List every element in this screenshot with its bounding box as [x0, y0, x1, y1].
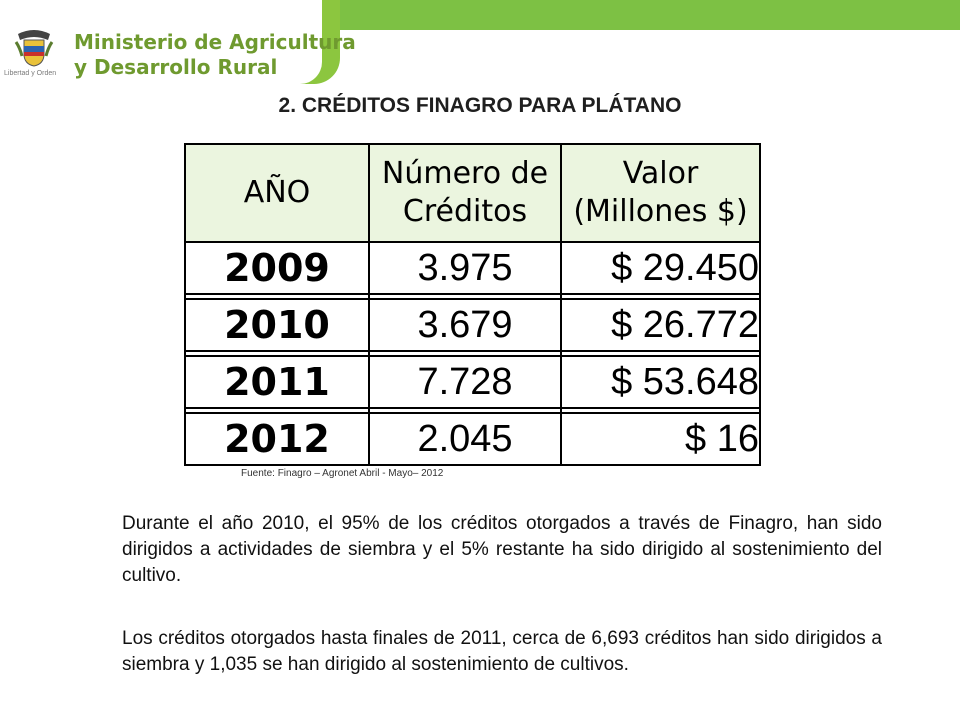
row-credits: 7.728 [368, 355, 562, 409]
source-note: Fuente: Finagro – Agronet Abril - Mayo– … [241, 468, 444, 479]
row-gap [184, 408, 761, 413]
row-year: 2012 [184, 412, 370, 466]
paragraph-2: Los créditos otorgados hasta finales de … [122, 628, 882, 675]
table-row: 2009 3.975 $ 29.450 [184, 241, 761, 295]
row-year: 2010 [184, 298, 370, 352]
header-credits: Número de Créditos [368, 143, 562, 243]
header-credits-line-1: Número de [381, 156, 549, 191]
ministry-line-2: y Desarrollo Rural [74, 55, 278, 79]
row-credits: 2.045 [368, 412, 562, 466]
logo-caption: Libertad y Orden [4, 70, 57, 77]
table-header-row: AÑO Número de Créditos Valor (Millones $… [184, 143, 761, 243]
row-year: 2011 [184, 355, 370, 409]
header-year: AÑO [184, 143, 370, 243]
credits-table: AÑO Número de Créditos Valor (Millones $… [184, 143, 761, 466]
row-gap [184, 351, 761, 356]
row-value: $ 16 [560, 412, 761, 466]
header-credits-line-2: Créditos [402, 194, 528, 229]
header-value-line-1: Valor [622, 156, 699, 191]
row-credits: 3.975 [368, 241, 562, 295]
row-value: $ 29.450 [560, 241, 761, 295]
table-row: 2010 3.679 $ 26.772 [184, 298, 761, 352]
table-row: 2012 2.045 $ 16 [184, 412, 761, 466]
slide-title: 2. CRÉDITOS FINAGRO PARA PLÁTANO [278, 94, 682, 117]
header-banner [0, 0, 340, 84]
row-value: $ 26.772 [560, 298, 761, 352]
table-row: 2011 7.728 $ 53.648 [184, 355, 761, 409]
ministry-line-1: Ministerio de Agricultura [74, 30, 356, 54]
header-value: Valor (Millones $) [560, 143, 761, 243]
ministry-name: Ministerio de Agricultura y Desarrollo R… [74, 30, 356, 80]
header-value-line-2: (Millones $) [573, 194, 748, 229]
paragraph-1: Durante el año 2010, el 95% de los crédi… [122, 513, 882, 586]
colombia-coat-of-arms-icon [14, 30, 54, 67]
row-year: 2009 [184, 241, 370, 295]
row-credits: 3.679 [368, 298, 562, 352]
header-logo-area [0, 0, 322, 84]
row-gap [184, 294, 761, 299]
row-value: $ 53.648 [560, 355, 761, 409]
